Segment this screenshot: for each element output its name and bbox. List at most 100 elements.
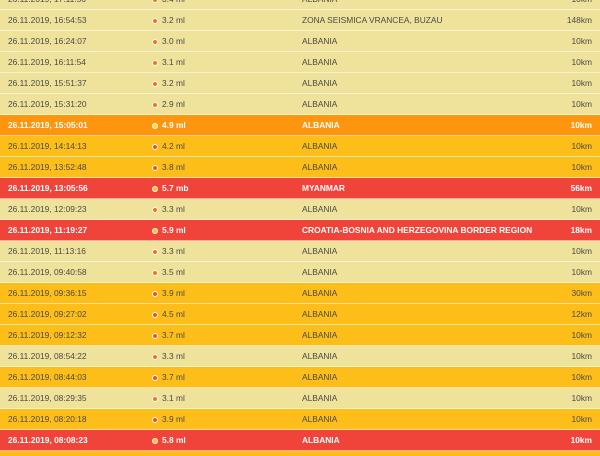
row-depth: 10km [571,372,592,382]
earthquake-row[interactable]: 26.11.2019, 09:12:32 3.7 ml ALBANIA 10km [0,325,600,346]
earthquake-row[interactable]: 26.11.2019, 13:05:56 5.7 mb MYANMAR 56km [0,178,600,199]
row-datetime: 26.11.2019, 11:13:16 [8,246,86,256]
row-depth: 30km [571,288,592,298]
earthquake-row[interactable]: 26.11.2019, 08:08:23 5.8 ml ALBANIA 10km [0,430,600,451]
row-depth: 10km [572,451,592,456]
earthquake-row[interactable]: 26.11.2019, 08:29:35 3.1 ml ALBANIA 10km [0,388,600,409]
row-magnitude: 5.7 mb [152,178,189,198]
row-datetime: 26.11.2019, 09:27:02 [8,309,87,319]
row-magnitude: 4.5 ml [152,304,185,324]
earthquake-row[interactable]: 26.11.2019, 15:51:37 3.2 ml ALBANIA 10km [0,73,600,94]
row-depth: 148km [566,15,592,25]
row-magnitude: 3.7 ml [152,367,185,387]
magnitude-dot-icon [152,17,158,24]
row-depth: 10km [571,330,592,340]
magnitude-value: 3.3 ml [162,204,185,214]
earthquake-row[interactable]: 26.11.2019, 15:05:01 4.9 ml ALBANIA 10km [0,115,600,136]
magnitude-dot-icon [152,269,158,276]
row-magnitude: 3.8 ml [152,157,185,177]
magnitude-value: 3.3 ml [162,351,185,361]
magnitude-dot-icon [152,353,158,360]
row-datetime: 26.11.2019, 13:52:48 [8,162,87,172]
row-datetime: 26.11.2019, 17:11:56 [8,0,86,9]
earthquake-row[interactable]: 26.11.2019, 08:44:03 3.7 ml ALBANIA 10km [0,367,600,388]
magnitude-value: 3.7 ml [162,372,185,382]
magnitude-value: 3.5 ml [162,267,185,277]
magnitude-dot-icon [152,80,158,87]
magnitude-value: 3.1 ml [162,57,185,67]
magnitude-value: 5.9 ml [162,225,186,235]
row-datetime: 26.11.2019, 11:19:27 [8,225,88,235]
row-region: ALBANIA [302,57,338,67]
earthquake-row[interactable]: 26.11.2019, 17:11:56 3.4 ml ALBANIA 10km [0,0,600,10]
earthquake-row[interactable]: 26.11.2019, 09:40:58 3.5 ml ALBANIA 10km [0,262,600,283]
magnitude-value: 3.2 ml [162,78,185,88]
earthquake-row[interactable]: 26.11.2019, 09:27:02 4.5 ml ALBANIA 12km [0,304,600,325]
magnitude-dot-icon [152,290,158,297]
row-depth: 10km [571,36,592,46]
earthquake-row[interactable]: 26.11.2019, 14:14:13 4.2 ml ALBANIA 10km [0,136,600,157]
row-magnitude: 3.2 ml [152,10,185,30]
earthquake-row[interactable]: 26.11.2019, 12:09:23 3.3 ml ALBANIA 10km [0,199,600,220]
earthquake-row[interactable]: 26.11.2019, 16:54:53 3.2 ml ZONA SEISMIC… [0,10,600,31]
row-magnitude: 3.0 ml [152,31,185,51]
row-region: ALBANIA [302,309,338,319]
earthquake-row[interactable]: 26.11.2019, 09:36:15 3.9 ml ALBANIA 30km [0,283,600,304]
magnitude-dot-icon [152,38,158,45]
row-region: ALBANIA [302,99,338,109]
magnitude-value: 3.9 ml [162,414,185,424]
magnitude-value: 2.9 ml [162,99,185,109]
row-region: ALBANIA [302,120,340,130]
row-depth: 12km [571,309,592,319]
row-magnitude: 3.9 ml [152,409,185,429]
row-depth: 10km [571,246,592,256]
row-region: ALBANIA [302,330,338,340]
row-depth: 10km [571,99,592,109]
row-magnitude: 5.9 ml [152,220,186,240]
row-depth: 10km [571,393,592,403]
earthquake-row[interactable]: 26.11.2019, 11:13:16 3.3 ml ALBANIA 10km [0,241,600,262]
magnitude-value: 4.9 ml [162,120,186,130]
row-region: ALBANIA [302,414,338,424]
magnitude-dot-icon [152,227,158,234]
magnitude-value: 3.8 ml [162,162,185,172]
row-magnitude: 3.9 ml [152,283,185,303]
row-region: ALBANIA [302,0,337,9]
magnitude-value: 3.3 ml [162,246,185,256]
earthquake-row[interactable]: 26.11.2019, 08:20:18 3.9 ml ALBANIA 10km [0,409,600,430]
magnitude-dot-icon [152,0,158,3]
magnitude-value: 4.2 ml [162,141,185,151]
row-region: ALBANIA [302,393,338,403]
magnitude-dot-icon [152,395,158,402]
row-datetime: 26.11.2019, 14:14:13 [8,141,87,151]
row-magnitude: 3.1 ml [152,388,185,408]
magnitude-dot-icon [152,164,158,171]
row-region: MYANMAR [302,183,345,193]
row-depth: 10km [572,0,592,9]
row-depth: 10km [571,162,592,172]
earthquake-row[interactable]: 26.11.2019, 07:56:22 4.2 ml ALBANIA 10km [0,451,600,456]
row-datetime: 26.11.2019, 08:29:35 [8,393,87,403]
row-depth: 18km [570,225,592,235]
earthquake-row[interactable]: 26.11.2019, 15:31:20 2.9 ml ALBANIA 10km [0,94,600,115]
earthquake-row[interactable]: 26.11.2019, 16:11:54 3.1 ml ALBANIA 10km [0,52,600,73]
row-datetime: 26.11.2019, 07:56:22 [8,451,87,456]
row-region: ALBANIA [302,36,338,46]
earthquake-row[interactable]: 26.11.2019, 11:19:27 5.9 ml CROATIA-BOSN… [0,220,600,241]
row-magnitude: 3.2 ml [152,73,185,93]
row-datetime: 26.11.2019, 13:05:56 [8,183,88,193]
earthquake-row[interactable]: 26.11.2019, 13:52:48 3.8 ml ALBANIA 10km [0,157,600,178]
earthquake-row[interactable]: 26.11.2019, 08:54:22 3.3 ml ALBANIA 10km [0,346,600,367]
row-datetime: 26.11.2019, 08:44:03 [8,372,87,382]
row-region: ALBANIA [302,267,338,277]
magnitude-dot-icon [152,185,158,192]
row-datetime: 26.11.2019, 16:54:53 [8,15,87,25]
magnitude-dot-icon [152,248,158,255]
earthquake-row[interactable]: 26.11.2019, 16:24:07 3.0 ml ALBANIA 10km [0,31,600,52]
row-datetime: 26.11.2019, 16:24:07 [8,36,87,46]
row-datetime: 26.11.2019, 15:51:37 [8,78,87,88]
magnitude-value: 3.4 ml [162,0,185,4]
row-depth: 56km [570,183,592,193]
row-magnitude: 4.9 ml [152,115,186,135]
